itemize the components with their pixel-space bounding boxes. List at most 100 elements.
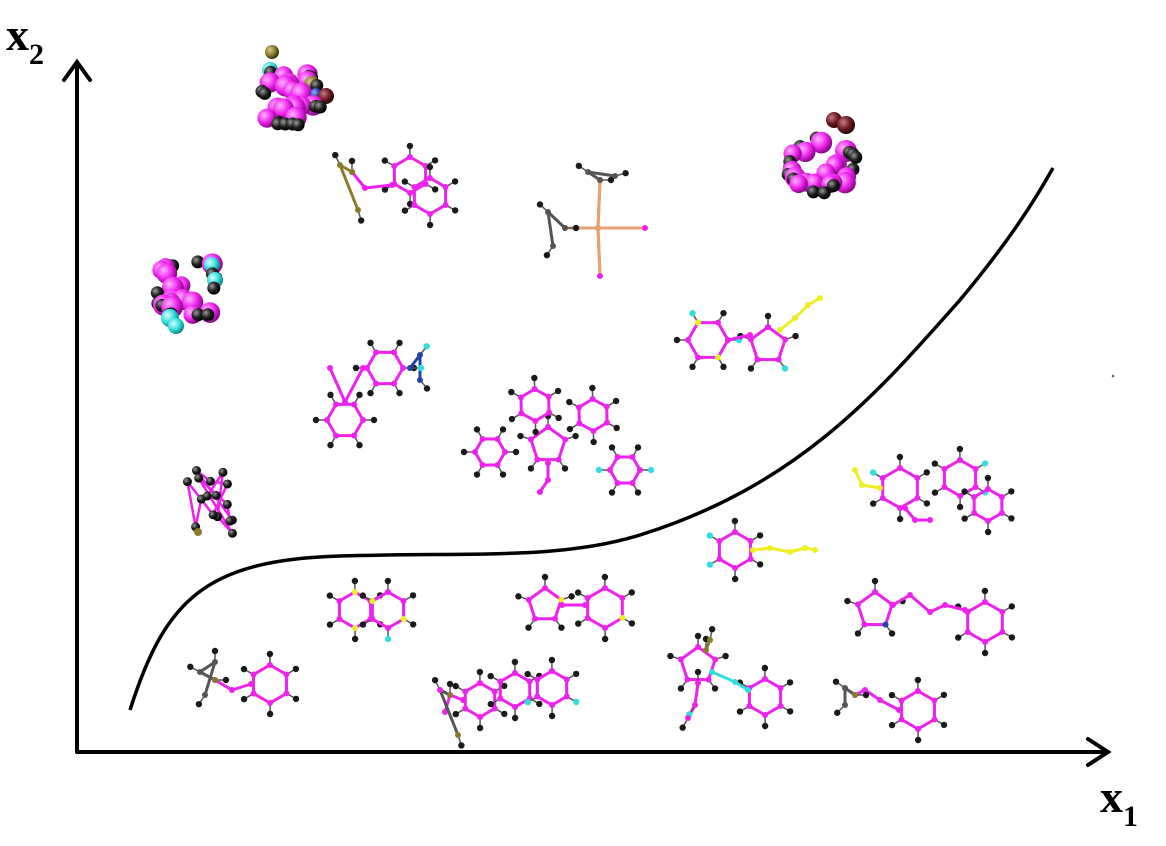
atom	[497, 678, 504, 685]
atom	[324, 417, 330, 423]
atom	[854, 630, 862, 637]
atom	[479, 461, 486, 468]
atom	[517, 394, 524, 401]
atom	[195, 700, 203, 708]
atom	[711, 685, 719, 692]
atom	[326, 592, 334, 599]
bond	[861, 483, 881, 490]
atom	[452, 710, 460, 718]
atom-sphere	[258, 86, 272, 100]
atom	[601, 585, 608, 592]
atom	[940, 721, 948, 729]
atom	[559, 602, 565, 608]
atom	[194, 473, 204, 483]
atom	[1008, 634, 1016, 641]
atom	[607, 467, 613, 473]
atom	[572, 670, 580, 678]
atom	[981, 599, 988, 606]
atom	[722, 652, 729, 660]
atom	[266, 662, 273, 669]
atom	[561, 465, 569, 472]
atom	[882, 621, 889, 628]
molecule-fused-rings-upper	[332, 142, 459, 229]
atom	[548, 712, 556, 720]
atom	[601, 635, 609, 643]
atom	[531, 386, 538, 393]
atom	[914, 688, 921, 695]
bond	[966, 600, 986, 614]
atom	[351, 432, 357, 439]
atom	[787, 549, 793, 555]
atom	[981, 460, 989, 467]
atom	[736, 708, 744, 715]
atom	[896, 707, 902, 713]
atom	[191, 466, 201, 476]
atom	[407, 365, 413, 371]
atom	[767, 545, 773, 551]
atom	[792, 332, 799, 340]
atom	[229, 687, 235, 693]
atom	[460, 697, 466, 703]
bond	[328, 367, 347, 403]
atom	[931, 716, 938, 723]
atom	[385, 624, 392, 631]
atom	[491, 705, 498, 712]
bond	[352, 419, 365, 437]
atom	[426, 175, 433, 182]
atom	[499, 471, 507, 478]
atom	[202, 692, 208, 698]
atom	[747, 555, 754, 562]
atom	[961, 488, 968, 495]
atom	[327, 365, 333, 371]
atom	[497, 695, 504, 702]
atom	[351, 577, 359, 585]
atom-sphere	[191, 308, 205, 322]
bond	[546, 211, 555, 247]
bond	[899, 466, 919, 480]
atom	[211, 490, 221, 500]
atom	[283, 690, 290, 697]
atom	[326, 621, 334, 628]
atom	[266, 650, 274, 658]
atom	[673, 336, 681, 344]
atom	[562, 436, 569, 443]
atom	[608, 489, 616, 496]
y-axis-subscript: 2	[29, 38, 44, 71]
bond	[186, 481, 197, 528]
atom	[747, 332, 753, 338]
atom	[202, 491, 212, 501]
atom	[537, 489, 543, 495]
atom	[267, 699, 274, 706]
bond	[252, 663, 271, 676]
molecule-styrene-phosphine	[187, 647, 300, 718]
bond	[697, 645, 717, 661]
atom	[566, 398, 573, 406]
atom	[400, 615, 407, 622]
atom	[487, 672, 494, 680]
atom	[359, 621, 367, 628]
atom	[396, 339, 403, 347]
bond	[438, 689, 460, 736]
atom	[689, 309, 696, 317]
atom	[720, 363, 727, 371]
bond	[365, 351, 378, 369]
atom	[888, 630, 896, 637]
bond	[557, 438, 567, 461]
atom	[494, 436, 501, 443]
space-filling-molecule-top-right	[781, 112, 863, 200]
atom	[442, 183, 449, 190]
atom	[391, 349, 397, 356]
atom	[927, 609, 933, 615]
atom	[747, 365, 755, 372]
atom	[451, 207, 459, 214]
atom	[775, 356, 782, 363]
atom	[817, 295, 823, 301]
atom	[515, 593, 522, 600]
atom	[955, 634, 962, 641]
atom	[222, 499, 232, 509]
atom	[667, 652, 674, 660]
atom	[612, 397, 620, 405]
atom	[694, 668, 702, 676]
atom	[786, 679, 794, 686]
